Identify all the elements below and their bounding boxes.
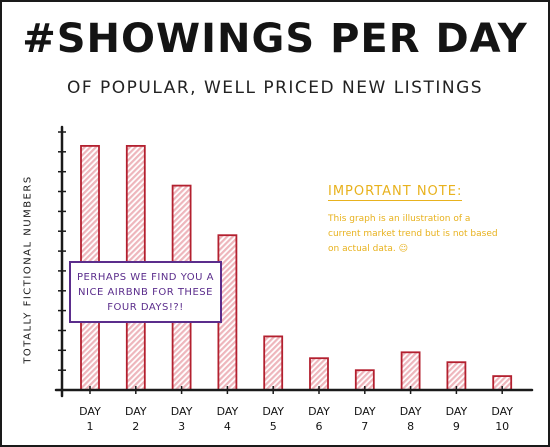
x-tick-label-day-2: DAY 2 [125,405,147,433]
x-tick-label-day-7: DAY 7 [354,405,376,433]
bar-day-5 [263,335,284,391]
x-tick-label-day-9: DAY 9 [446,405,468,433]
x-tick-label-day-1: DAY 1 [79,405,101,433]
x-tick-label-day-5: DAY 5 [262,405,284,433]
x-tick-label-day-6: DAY 6 [308,405,330,433]
chart-title: #SHOWINGS PER DAY [22,16,528,62]
bar-day-6 [309,357,329,391]
note-body: This graph is an illustration of a curre… [328,214,498,254]
airbnb-callout: PERHAPS WE FIND YOU A NICE AIRBNB FOR TH… [69,261,222,323]
bar-day-9 [446,361,467,391]
bar-day-8 [400,351,421,391]
x-tick-label-day-8: DAY 8 [400,405,422,433]
chart-subtitle: OF POPULAR, WELL PRICED NEW LISTINGS [66,78,484,98]
x-tick-label-day-3: DAY 3 [171,405,193,433]
x-tick-label-day-10: DAY 10 [491,405,513,433]
x-tick-label-day-4: DAY 4 [217,405,239,433]
note-title: IMPORTANT NOTE: [328,184,463,201]
